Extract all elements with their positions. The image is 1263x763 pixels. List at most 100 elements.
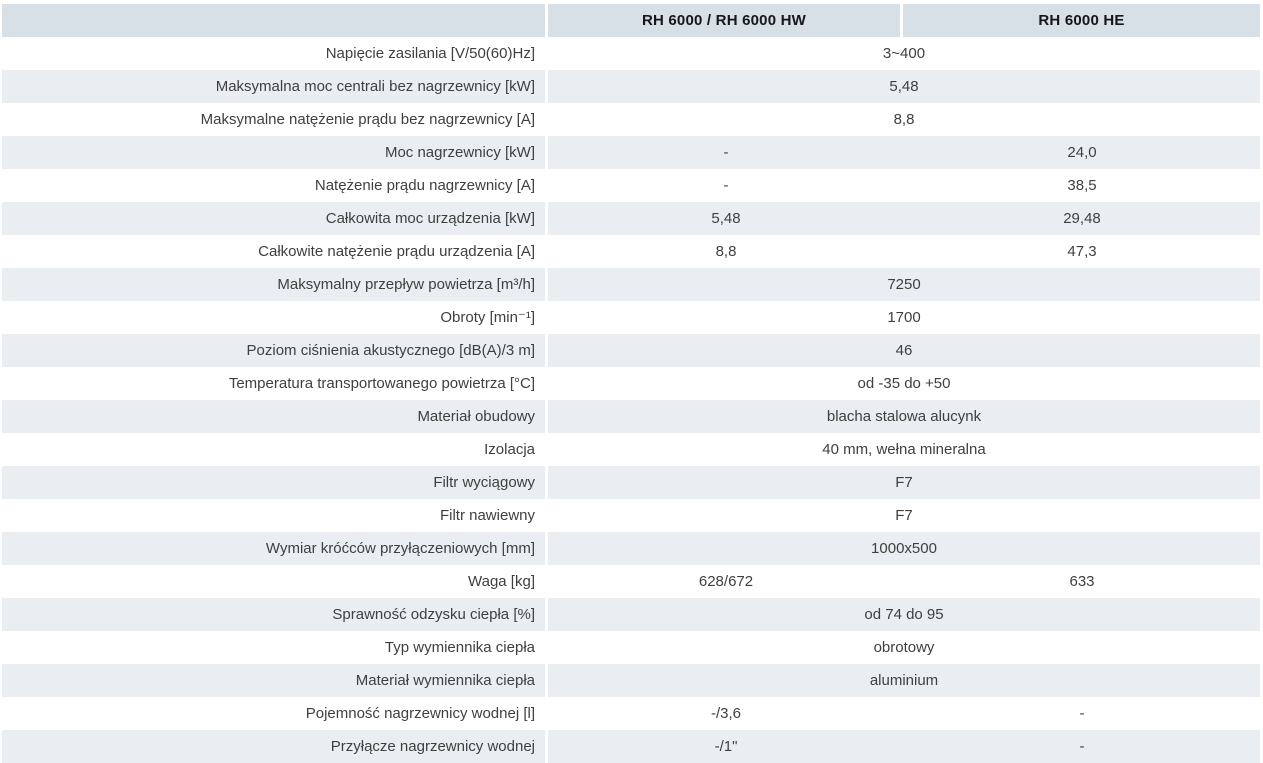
column-divider	[545, 499, 548, 532]
row-value-col1: -	[723, 144, 729, 161]
table-row: Natężenie prądu nagrzewnicy [A] - 38,5	[2, 169, 1260, 202]
spec-table: RH 6000 / RH 6000 HW RH 6000 HE Napięcie…	[2, 4, 1260, 763]
row-value-span: obrotowy	[873, 639, 935, 656]
table-row: Izolacja 40 mm, wełna mineralna	[2, 433, 1260, 466]
row-label: Całkowita moc urządzenia [kW]	[2, 202, 545, 235]
row-values: obrotowy	[548, 631, 1260, 664]
row-value-span: blacha stalowa alucynk	[826, 408, 982, 425]
column-divider	[545, 433, 548, 466]
row-label: Przyłącze nagrzewnicy wodnej	[2, 730, 545, 763]
row-value-col2: -	[1079, 738, 1085, 755]
table-row: Pojemność nagrzewnicy wodnej [l] -/3,6 -	[2, 697, 1260, 730]
column-divider	[545, 664, 548, 697]
row-values: F7	[548, 499, 1260, 532]
table-row: Całkowite natężenie prądu urządzenia [A]…	[2, 235, 1260, 268]
row-values: blacha stalowa alucynk	[548, 400, 1260, 433]
column-divider	[545, 400, 548, 433]
table-row: Maksymalna moc centrali bez nagrzewnicy …	[2, 70, 1260, 103]
row-values: 8,8 47,3	[548, 235, 1260, 268]
table-row: Waga [kg] 628/672 633	[2, 565, 1260, 598]
column-divider	[545, 565, 548, 598]
row-values: - 38,5	[548, 169, 1260, 202]
column-divider	[545, 235, 548, 268]
row-value-span: aluminium	[869, 672, 939, 689]
column-divider	[545, 202, 548, 235]
row-value-col1: 8,8	[715, 243, 737, 260]
table-row: Maksymalny przepływ powietrza [m³/h] 7250	[2, 268, 1260, 301]
row-values: -/1" -	[548, 730, 1260, 763]
column-divider	[545, 70, 548, 103]
table-row: Temperatura transportowanego powietrza […	[2, 367, 1260, 400]
row-value-col1: -	[723, 177, 729, 194]
row-label: Napięcie zasilania [V/50(60)Hz]	[2, 37, 545, 70]
row-label: Natężenie prądu nagrzewnicy [A]	[2, 169, 545, 202]
row-values: 1700	[548, 301, 1260, 334]
row-value-col2: -	[1079, 705, 1085, 722]
row-value-col1: -/1"	[714, 738, 738, 755]
row-value-col2: 47,3	[1067, 243, 1097, 260]
row-label: Filtr wyciągowy	[2, 466, 545, 499]
column-divider	[545, 103, 548, 136]
row-label: Wymiar króćców przyłączeniowych [mm]	[2, 532, 545, 565]
row-label: Sprawność odzysku ciepła [%]	[2, 598, 545, 631]
column-divider	[545, 466, 548, 499]
row-values: 7250	[548, 268, 1260, 301]
row-values: 3~400	[548, 37, 1260, 70]
row-label: Moc nagrzewnicy [kW]	[2, 136, 545, 169]
row-label: Całkowite natężenie prądu urządzenia [A]	[2, 235, 545, 268]
row-value-span: F7	[895, 474, 913, 491]
table-row: Obroty [min⁻¹] 1700	[2, 301, 1260, 334]
row-value-span: od 74 do 95	[864, 606, 944, 623]
table-row: Moc nagrzewnicy [kW] - 24,0	[2, 136, 1260, 169]
row-label: Maksymalne natężenie prądu bez nagrzewni…	[2, 103, 545, 136]
row-value-col1: -/3,6	[710, 705, 741, 722]
table-row: Wymiar króćców przyłączeniowych [mm] 1000…	[2, 532, 1260, 565]
row-value-span: 5,48	[889, 78, 919, 95]
row-value-col2: 24,0	[1067, 144, 1097, 161]
column-divider	[545, 367, 548, 400]
row-label: Filtr nawiewny	[2, 499, 545, 532]
row-value-col1: 628/672	[698, 573, 754, 590]
column-divider	[545, 4, 548, 37]
row-values: F7	[548, 466, 1260, 499]
column-header-rh6000-hw: RH 6000 / RH 6000 HW	[548, 4, 900, 37]
row-label: Maksymalny przepływ powietrza [m³/h]	[2, 268, 545, 301]
column-divider	[545, 598, 548, 631]
row-value-span: 1700	[887, 309, 921, 326]
column-divider	[545, 532, 548, 565]
row-label: Maksymalna moc centrali bez nagrzewnicy …	[2, 70, 545, 103]
row-label: Temperatura transportowanego powietrza […	[2, 367, 545, 400]
row-values: -/3,6 -	[548, 697, 1260, 730]
row-values: od -35 do +50	[548, 367, 1260, 400]
row-value-span: 46	[895, 342, 913, 359]
row-label: Materiał obudowy	[2, 400, 545, 433]
row-value-span: 1000x500	[871, 540, 937, 557]
row-values: 46	[548, 334, 1260, 367]
row-value-span: od -35 do +50	[857, 375, 951, 392]
column-divider	[545, 301, 548, 334]
table-row: Typ wymiennika ciepła obrotowy	[2, 631, 1260, 664]
table-row: Poziom ciśnienia akustycznego [dB(A)/3 m…	[2, 334, 1260, 367]
row-value-col2: 633	[1069, 573, 1095, 590]
column-header-rh6000-he: RH 6000 HE	[903, 4, 1260, 37]
row-values: 5,48	[548, 70, 1260, 103]
table-row: Materiał obudowy blacha stalowa alucynk	[2, 400, 1260, 433]
row-values: 8,8	[548, 103, 1260, 136]
column-divider	[545, 631, 548, 664]
table-row: Całkowita moc urządzenia [kW] 5,48 29,48	[2, 202, 1260, 235]
column-divider	[900, 4, 903, 37]
table-row: Napięcie zasilania [V/50(60)Hz] 3~400	[2, 37, 1260, 70]
row-values: 628/672 633	[548, 565, 1260, 598]
column-divider	[545, 37, 548, 70]
row-values: - 24,0	[548, 136, 1260, 169]
row-value-span: 7250	[887, 276, 921, 293]
row-values: 40 mm, wełna mineralna	[548, 433, 1260, 466]
row-label: Pojemność nagrzewnicy wodnej [l]	[2, 697, 545, 730]
table-header-row: RH 6000 / RH 6000 HW RH 6000 HE	[2, 4, 1260, 37]
column-divider	[545, 268, 548, 301]
column-divider	[545, 136, 548, 169]
row-value-span: F7	[895, 507, 913, 524]
table-row: Filtr wyciągowy F7	[2, 466, 1260, 499]
row-values: 5,48 29,48	[548, 202, 1260, 235]
